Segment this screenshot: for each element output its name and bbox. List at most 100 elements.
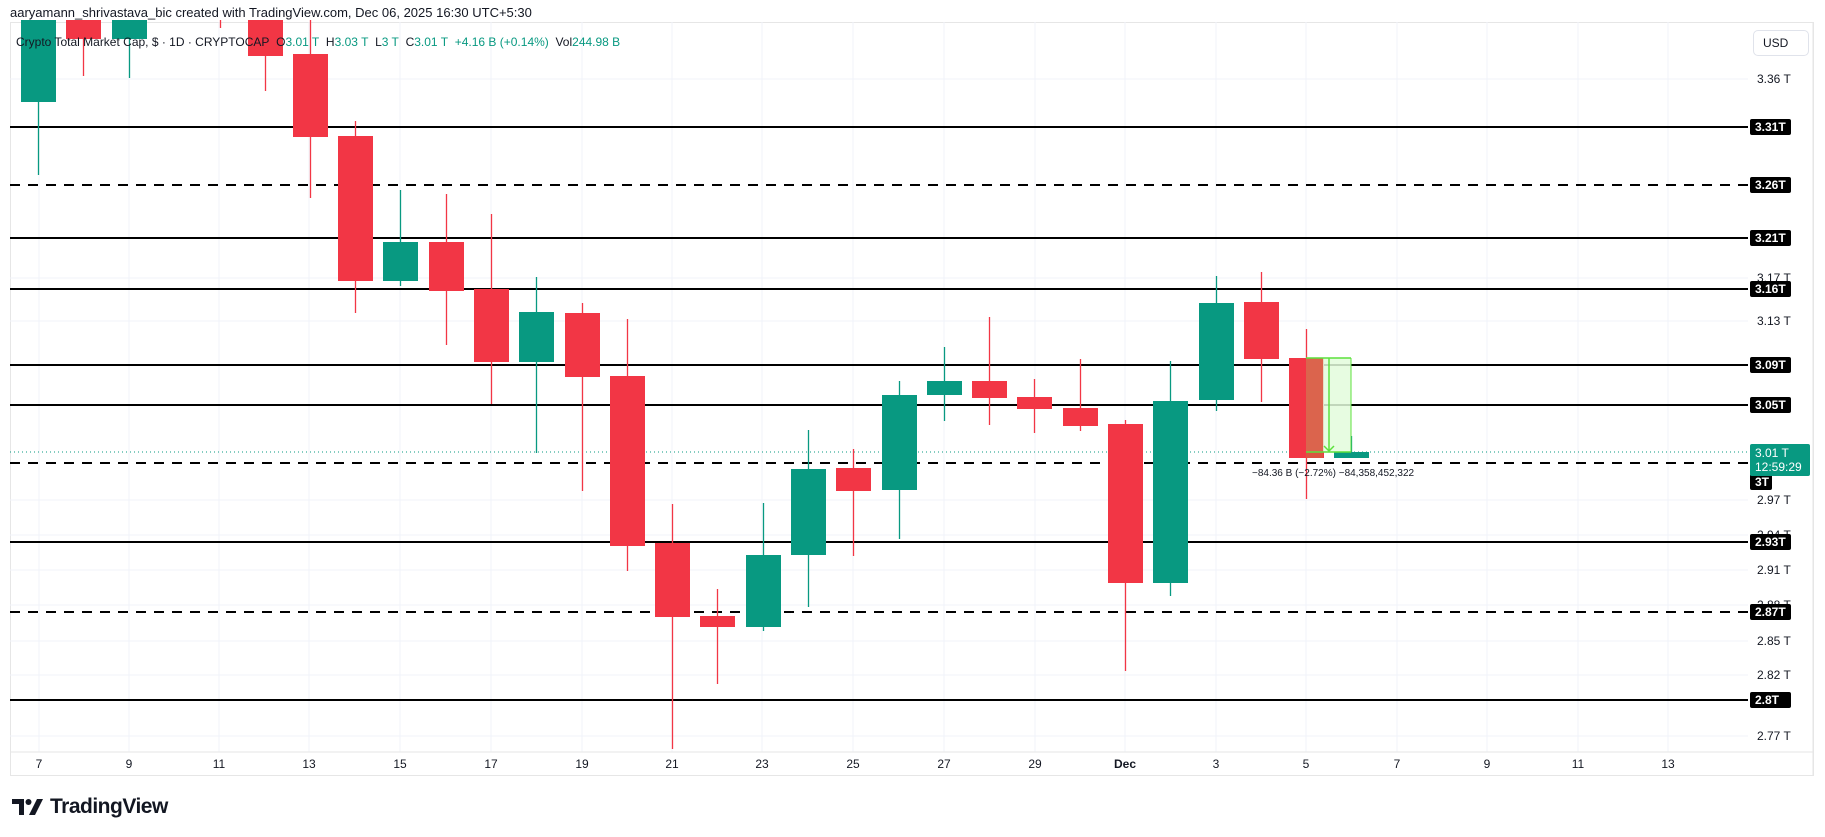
measure-tool[interactable]: −84.36 B (−2.72%) −84,358,452,322 <box>1252 357 1415 479</box>
time-tick-label: 17 <box>484 757 498 771</box>
candle-body <box>746 555 781 627</box>
measure-overlap <box>1306 358 1323 458</box>
candle-body <box>21 20 56 102</box>
candle-down <box>972 317 1007 425</box>
candle-up <box>383 190 418 286</box>
candle-body <box>882 395 917 490</box>
candle-up <box>519 277 554 453</box>
low-value: 3 T <box>381 35 399 49</box>
candle-body <box>293 54 328 137</box>
candle-down <box>836 449 871 556</box>
volume-label: Vol <box>555 35 573 49</box>
time-tick-label: 11 <box>213 757 226 771</box>
price-tick-label: 2.91 T <box>1757 563 1791 577</box>
symbol-title: Crypto Total Market Cap, $ · 1D · CRYPTO… <box>16 35 270 49</box>
time-tick-label: 19 <box>575 757 589 771</box>
candle-down <box>700 589 735 684</box>
time-tick-label: 11 <box>1572 757 1585 771</box>
level-price-tag[interactable] <box>1750 177 1791 193</box>
volume-value: 244.98 B <box>572 35 621 49</box>
level-price-tag-label: 3.09T <box>1755 358 1786 372</box>
level-price-tag[interactable] <box>1750 604 1791 620</box>
time-tick-label: 5 <box>1303 757 1310 771</box>
candle-body <box>383 242 418 281</box>
time-tick-label: 9 <box>1484 757 1491 771</box>
price-tick-label: 3.13 T <box>1757 314 1791 328</box>
candle-body <box>700 616 735 627</box>
price-tick-label: 2.77 T <box>1757 729 1791 743</box>
level-price-tag[interactable] <box>1750 357 1791 373</box>
candle-body <box>1334 452 1369 458</box>
current-price-label: 3.01 T <box>1755 446 1789 460</box>
price-axis[interactable]: 3.36 T3.17 T3.13 T2.97 T2.94 T2.91 T2.88… <box>1750 22 1814 776</box>
candle-down <box>338 121 373 313</box>
symbol-legend: Crypto Total Market Cap, $ · 1D · CRYPTO… <box>16 35 620 49</box>
time-tick-label: 27 <box>937 757 951 771</box>
time-tick-label: 13 <box>1661 757 1675 771</box>
candle-body <box>836 468 871 491</box>
candle-down <box>610 319 645 571</box>
candle-body <box>927 381 962 395</box>
candle-down <box>565 303 600 491</box>
candle-up <box>112 20 147 78</box>
level-price-tag[interactable] <box>1750 534 1791 550</box>
time-tick-label: 25 <box>846 757 860 771</box>
candle-up <box>882 381 917 539</box>
candle-down <box>1108 420 1143 671</box>
candle-body <box>1017 397 1052 409</box>
price-tick-label: 2.85 T <box>1757 634 1791 648</box>
candle-body <box>66 20 101 39</box>
time-tick-label: 21 <box>665 757 679 771</box>
time-axis[interactable]: 7 9 11 13 15 17 19 21 23 25 27 29 Dec 3 5 7 9 11 13 <box>36 757 1675 771</box>
level-price-tag-label: 3.31T <box>1755 120 1786 134</box>
time-tick-label: 23 <box>755 757 769 771</box>
level-price-tag-label: 3T <box>1755 475 1770 489</box>
candle-body <box>565 313 600 377</box>
close-label: C <box>405 35 415 49</box>
price-tick-label: 2.82 T <box>1757 668 1791 682</box>
time-tick-label: 9 <box>126 757 133 771</box>
candles <box>21 20 1369 749</box>
time-tick-label: 3 <box>1213 757 1220 771</box>
level-price-tag[interactable] <box>1750 397 1791 413</box>
time-tick-label: 7 <box>1394 757 1401 771</box>
level-price-tag-label: 3.26T <box>1755 178 1786 192</box>
candle-down <box>1244 272 1279 402</box>
current-price-tag[interactable] <box>1750 444 1810 476</box>
candle-body <box>474 289 509 362</box>
level-price-tag[interactable] <box>1750 474 1772 490</box>
measure-label: −84.36 B (−2.72%) −84,358,452,322 <box>1252 468 1415 479</box>
high-value: 3.03 T <box>334 35 369 49</box>
level-price-tag-label: 3.05T <box>1755 398 1786 412</box>
countdown-label: 12:59:29 <box>1755 460 1802 474</box>
candle-body <box>1153 401 1188 583</box>
candle-body <box>1199 303 1234 400</box>
level-price-tag[interactable] <box>1750 692 1791 708</box>
price-tick-label: 3.36 T <box>1757 72 1791 86</box>
horizontal-levels <box>10 126 1748 701</box>
level-price-tag[interactable] <box>1750 281 1791 297</box>
tradingview-logo[interactable]: TradingView <box>12 795 168 819</box>
level-price-tag[interactable] <box>1750 230 1791 246</box>
candle-body <box>429 242 464 291</box>
tradingview-logo-icon <box>12 799 43 815</box>
level-price-tag-label: 3.16T <box>1755 282 1786 296</box>
candle-body <box>248 20 283 56</box>
candle-body <box>972 381 1007 398</box>
candle-down <box>655 504 690 749</box>
open-value: 3.01 T <box>285 35 320 49</box>
high-label: H <box>325 35 335 49</box>
level-price-tag-label: 3.21T <box>1755 231 1786 245</box>
candle-down <box>248 20 283 91</box>
candle-body <box>791 469 826 555</box>
currency-button[interactable]: USD <box>1753 30 1809 56</box>
time-tick-label: Dec <box>1114 757 1136 771</box>
candle-down <box>429 194 464 345</box>
candle-down <box>474 214 509 404</box>
candle-body <box>519 312 554 362</box>
level-price-tag[interactable] <box>1750 119 1791 135</box>
time-tick-label: 29 <box>1028 757 1042 771</box>
candle-up <box>791 430 826 607</box>
candle-body <box>610 376 645 546</box>
